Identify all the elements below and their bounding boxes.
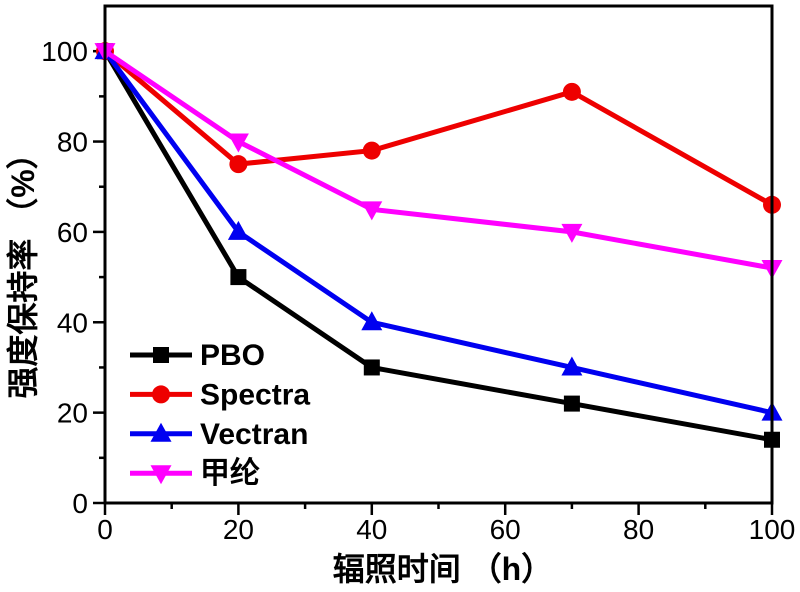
x-tick-label: 20: [223, 514, 254, 545]
data-point-marker: [362, 141, 381, 160]
data-point-marker: [361, 201, 383, 221]
y-axis-title: 强度保持率 （%）: [5, 137, 41, 398]
y-tick-label: 100: [41, 36, 88, 67]
y-tick-label: 60: [57, 217, 88, 248]
plot-frame: [103, 4, 774, 505]
data-point-marker: [361, 311, 383, 331]
legend-item-Spectra: Spectra: [130, 378, 310, 411]
legend-item-甲纶: 甲纶: [130, 457, 260, 490]
data-point-marker: [230, 269, 247, 286]
series-line: [103, 49, 774, 207]
data-point-marker: [561, 223, 583, 243]
data-point-marker: [152, 385, 170, 404]
y-tick-label: 20: [57, 398, 88, 429]
y-tick-label: 40: [57, 307, 88, 338]
x-axis-tick-labels: 0 20 40 60 80 100: [97, 514, 795, 545]
series-甲纶: [94, 43, 783, 280]
legend-label: 甲纶: [200, 457, 260, 490]
y-tick-label: 80: [57, 127, 88, 158]
legend-label: PBO: [200, 339, 265, 372]
legend-label: Vectran: [200, 418, 308, 451]
data-point-marker: [561, 356, 583, 376]
x-axis-title: 辐照时间 （h）: [333, 551, 553, 587]
data-point-marker: [562, 82, 581, 101]
x-tick-label: 40: [356, 514, 387, 545]
data-point-marker: [150, 465, 172, 485]
data-point-marker: [563, 395, 580, 412]
y-axis-tick-labels: 0 20 40 60 80 100: [41, 36, 88, 519]
data-point-marker: [227, 220, 249, 240]
legend: PBO Spectra Vectran 甲纶: [130, 339, 310, 490]
x-tick-label: 80: [623, 514, 654, 545]
series-group: [94, 40, 783, 448]
series-line: [103, 49, 773, 271]
x-tick-label: 60: [490, 514, 521, 545]
x-tick-label: 100: [749, 514, 796, 545]
series-Spectra: [96, 42, 781, 214]
data-point-marker: [363, 359, 380, 376]
data-point-marker: [229, 155, 248, 174]
data-point-marker: [227, 133, 249, 153]
series-Vectran: [94, 40, 783, 421]
x-axis-ticks: [103, 503, 774, 515]
legend-item-Vectran: Vectran: [130, 418, 308, 451]
y-tick-label: 0: [72, 488, 88, 519]
legend-item-PBO: PBO: [130, 339, 265, 372]
data-point-marker: [153, 347, 169, 363]
y-axis-ticks: [93, 49, 105, 505]
legend-label: Spectra: [200, 378, 310, 411]
data-point-marker: [150, 422, 172, 442]
x-tick-label: 0: [97, 514, 113, 545]
